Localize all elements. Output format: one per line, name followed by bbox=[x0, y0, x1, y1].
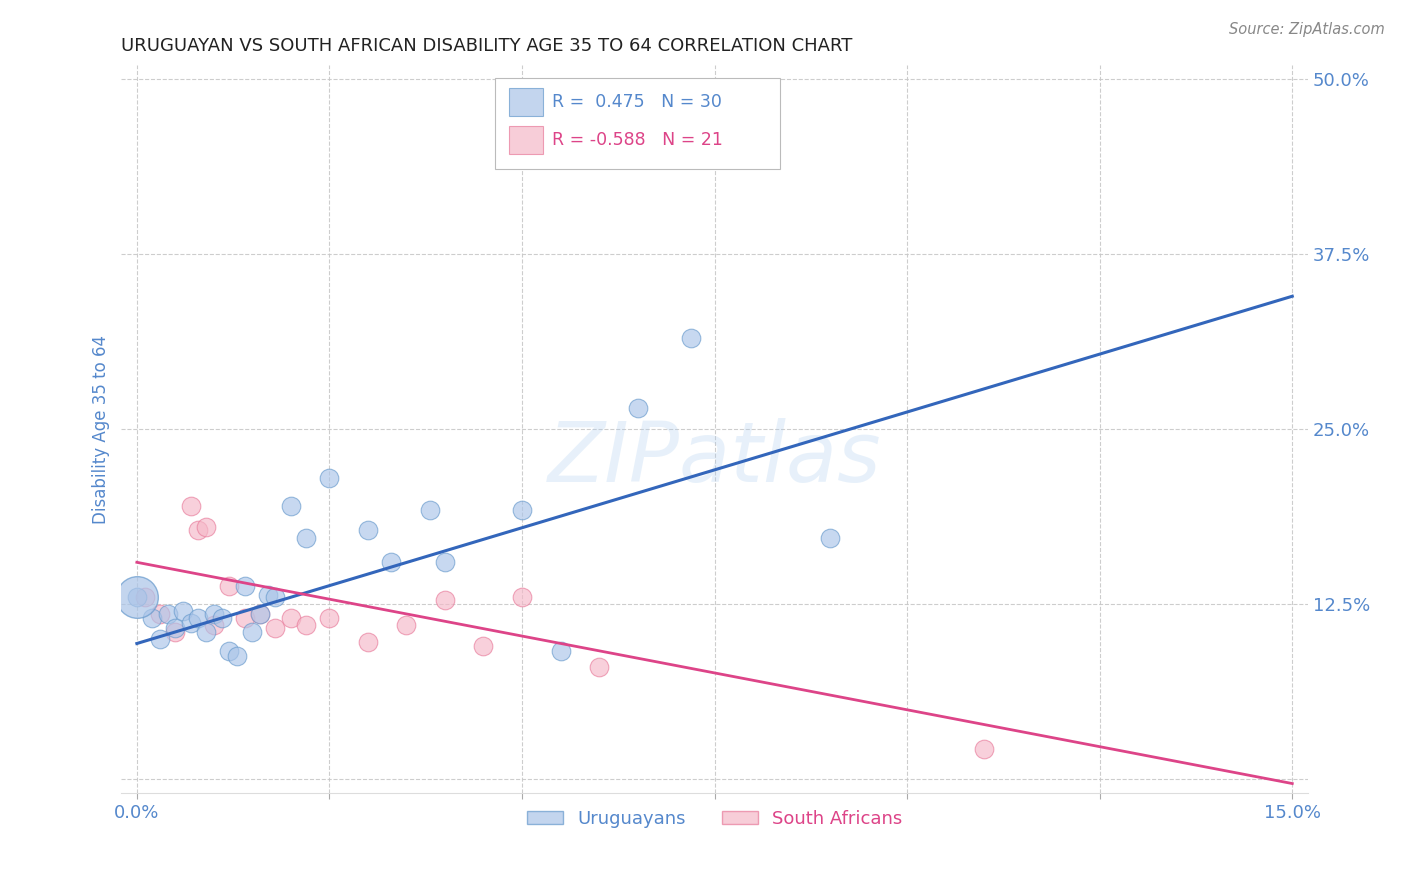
Legend: Uruguayans, South Africans: Uruguayans, South Africans bbox=[519, 803, 910, 835]
Point bbox=[125, 591, 148, 605]
Point bbox=[249, 607, 271, 621]
Point bbox=[187, 611, 209, 625]
FancyBboxPatch shape bbox=[495, 78, 780, 169]
Y-axis label: Disability Age 35 to 64: Disability Age 35 to 64 bbox=[93, 334, 110, 524]
Point bbox=[180, 500, 202, 514]
Point bbox=[264, 621, 287, 635]
Point bbox=[681, 331, 703, 345]
Point bbox=[380, 555, 402, 569]
FancyBboxPatch shape bbox=[509, 127, 543, 154]
Point bbox=[156, 607, 179, 621]
Point bbox=[218, 643, 240, 657]
Text: R =  0.475   N = 30: R = 0.475 N = 30 bbox=[553, 94, 721, 112]
Point bbox=[202, 607, 225, 621]
Point bbox=[280, 500, 302, 514]
Point bbox=[295, 532, 318, 546]
Point bbox=[165, 625, 187, 640]
Point bbox=[233, 579, 256, 593]
Point bbox=[295, 618, 318, 632]
Point bbox=[550, 643, 572, 657]
Point bbox=[588, 660, 610, 674]
Text: R = -0.588   N = 21: R = -0.588 N = 21 bbox=[553, 131, 723, 149]
Point bbox=[395, 618, 418, 632]
Point bbox=[280, 611, 302, 625]
Point bbox=[218, 579, 240, 593]
Point bbox=[195, 520, 218, 534]
Point bbox=[141, 611, 163, 625]
Point bbox=[242, 625, 264, 640]
Point bbox=[226, 649, 249, 664]
Point bbox=[433, 593, 456, 607]
Point bbox=[318, 471, 340, 485]
Point bbox=[180, 615, 202, 630]
Text: URUGUAYAN VS SOUTH AFRICAN DISABILITY AGE 35 TO 64 CORRELATION CHART: URUGUAYAN VS SOUTH AFRICAN DISABILITY AG… bbox=[121, 37, 853, 55]
Point bbox=[172, 604, 194, 618]
Point bbox=[125, 591, 148, 605]
Point bbox=[233, 611, 256, 625]
FancyBboxPatch shape bbox=[509, 88, 543, 116]
Point bbox=[256, 587, 278, 601]
Point bbox=[195, 625, 218, 640]
Point bbox=[818, 532, 841, 546]
Point bbox=[510, 503, 533, 517]
Point bbox=[264, 591, 287, 605]
Point bbox=[149, 607, 172, 621]
Point bbox=[433, 555, 456, 569]
Point bbox=[357, 635, 380, 649]
Point bbox=[510, 591, 533, 605]
Text: ZIPatlas: ZIPatlas bbox=[548, 417, 882, 499]
Point bbox=[165, 621, 187, 635]
Point bbox=[249, 607, 271, 621]
Point bbox=[318, 611, 340, 625]
Point bbox=[973, 741, 995, 756]
Point bbox=[134, 591, 156, 605]
Point bbox=[419, 503, 441, 517]
Point bbox=[626, 401, 648, 416]
Point bbox=[472, 640, 495, 654]
Point bbox=[211, 611, 233, 625]
Text: Source: ZipAtlas.com: Source: ZipAtlas.com bbox=[1229, 22, 1385, 37]
Point bbox=[149, 632, 172, 647]
Point bbox=[357, 523, 380, 537]
Point bbox=[202, 618, 225, 632]
Point bbox=[187, 523, 209, 537]
